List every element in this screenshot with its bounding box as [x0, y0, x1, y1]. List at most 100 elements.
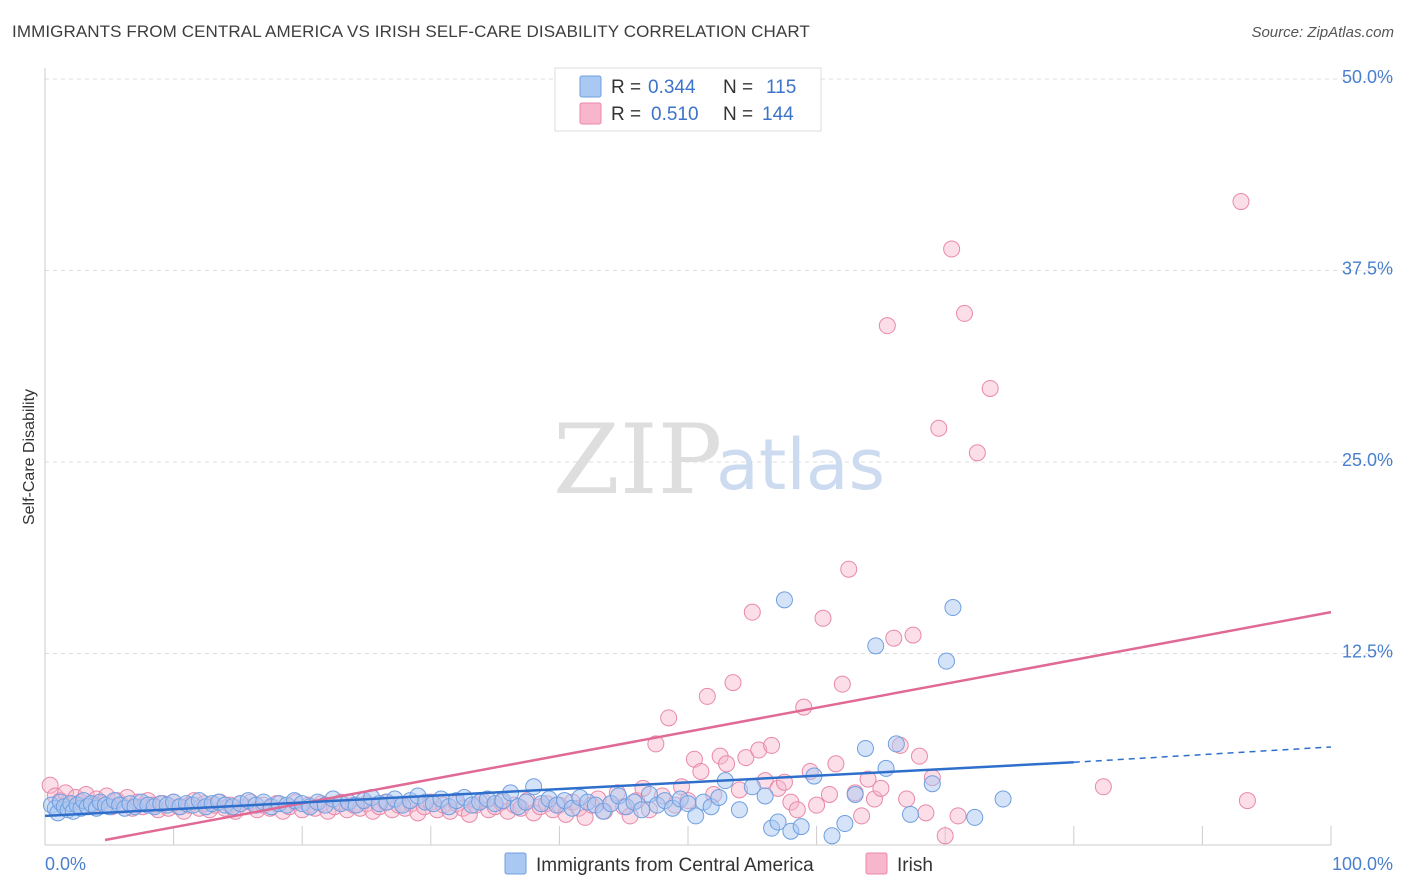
legend-r-label-2: R = [611, 104, 641, 125]
data-point-irish [968, 444, 986, 462]
source-credit: Source: ZipAtlas.com [1251, 24, 1394, 41]
data-point-central-america [769, 813, 787, 831]
bottom-legend: Immigrants from Central America Irish [504, 852, 933, 876]
legend-r-label-1: R = [611, 77, 641, 98]
data-point-central-america [867, 637, 885, 655]
watermark-zip: ZIP [553, 404, 722, 516]
trendline-central-america [44, 761, 1074, 818]
legend-swatch-pink [579, 102, 602, 125]
data-point-central-america [792, 818, 810, 836]
trendline-central-america-extrapolated [1073, 746, 1332, 764]
data-point-irish [41, 776, 59, 794]
watermark: ZIP atlas [553, 404, 885, 516]
data-point-central-america [633, 801, 651, 819]
legend-n-label-2: N = [723, 104, 753, 125]
data-point-central-america [730, 801, 748, 819]
data-point-central-america [823, 827, 841, 845]
bottom-legend-swatch-blue [504, 852, 527, 875]
data-point-central-america [525, 778, 543, 796]
legend-n-value-2: 144 [762, 104, 794, 125]
data-point-irish [692, 762, 710, 780]
data-point-central-america [846, 785, 864, 803]
legend-box: R = 0.344 N = 115 R = 0.510 N = 144 [554, 67, 822, 132]
watermark-atlas: atlas [716, 424, 885, 506]
data-point-irish [724, 674, 742, 692]
data-point-irish [949, 807, 967, 825]
data-point-irish [981, 379, 999, 397]
y-axis-label: Self-Care Disability [21, 389, 38, 525]
data-point-irish [853, 807, 871, 825]
x-tick-label-min: 0.0% [45, 854, 86, 874]
data-point-irish [904, 626, 922, 644]
data-point-irish [840, 560, 858, 578]
data-point-central-america [966, 808, 984, 826]
data-point-irish [718, 755, 736, 773]
x-tick-labels: 0.0% 100.0% [45, 854, 1393, 874]
data-point-irish [865, 790, 883, 808]
series-central-america [42, 591, 1012, 845]
data-point-central-america [877, 759, 895, 777]
data-point-irish [788, 801, 806, 819]
legend-n-value-1: 115 [766, 77, 796, 98]
data-point-central-america [710, 789, 728, 807]
x-tick-label-max: 100.0% [1332, 854, 1393, 874]
data-point-irish [955, 304, 973, 322]
y-tick-label: 37.5% [1342, 259, 1393, 279]
legend-n-label-1: N = [723, 77, 753, 98]
data-point-central-america [994, 790, 1012, 808]
series-irish [41, 193, 1256, 845]
x-tick-marks [173, 826, 1332, 845]
data-point-irish [898, 790, 916, 808]
legend-r-value-2: 0.510 [651, 104, 699, 125]
bottom-legend-swatch-pink [865, 852, 888, 875]
y-tick-label: 50.0% [1342, 67, 1393, 87]
data-point-central-america [836, 815, 854, 833]
data-point-irish [1094, 778, 1112, 796]
data-point-central-america [687, 807, 705, 825]
data-point-central-america [775, 591, 793, 609]
data-point-irish [859, 770, 877, 788]
data-point-irish [936, 827, 954, 845]
data-point-irish [820, 785, 838, 803]
data-point-irish [827, 755, 845, 773]
data-point-central-america [517, 793, 535, 811]
data-point-irish [814, 609, 832, 627]
y-tick-label: 12.5% [1342, 642, 1393, 662]
data-point-irish [769, 779, 787, 797]
data-point-irish [885, 629, 903, 647]
data-point-irish [878, 317, 896, 335]
y-tick-label: 25.0% [1342, 450, 1393, 470]
data-point-irish [808, 796, 826, 814]
data-point-irish [872, 779, 890, 797]
data-point-central-america [944, 599, 962, 617]
data-point-central-america [856, 739, 874, 757]
data-point-irish [763, 736, 781, 754]
data-point-central-america [756, 787, 774, 805]
data-point-irish [698, 687, 716, 705]
data-point-irish [743, 603, 761, 621]
data-point-irish [737, 749, 755, 767]
data-point-central-america [937, 652, 955, 670]
data-point-irish [660, 709, 678, 727]
data-point-irish [943, 240, 961, 258]
data-point-irish [795, 698, 813, 716]
legend-swatch-blue [579, 75, 602, 98]
data-point-central-america [901, 805, 919, 823]
trendlines [44, 610, 1332, 842]
data-point-central-america [923, 775, 941, 793]
data-point-irish [930, 419, 948, 437]
chart-title: IMMIGRANTS FROM CENTRAL AMERICA VS IRISH… [12, 22, 810, 41]
data-point-irish [750, 741, 768, 759]
y-tick-labels: 12.5% 25.0% 37.5% 50.0% [1342, 67, 1393, 662]
bottom-legend-label-blue: Immigrants from Central America [536, 855, 814, 876]
data-point-irish [647, 735, 665, 753]
data-point-irish [1238, 792, 1256, 810]
legend-r-value-1: 0.344 [648, 77, 696, 98]
data-point-irish [1232, 193, 1250, 211]
bottom-legend-label-pink: Irish [897, 855, 933, 876]
data-point-irish [833, 675, 851, 693]
data-point-irish [910, 747, 928, 765]
gridlines [45, 78, 1393, 654]
data-point-central-america [887, 735, 905, 753]
